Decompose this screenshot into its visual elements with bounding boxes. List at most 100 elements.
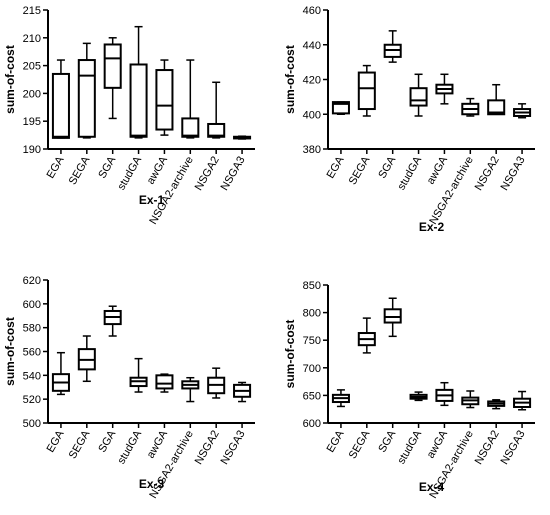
y-tick-label: 215 (23, 5, 41, 17)
box-NSGA2-archive (461, 97, 480, 117)
category-label: SEGA (67, 428, 93, 461)
box-awGA (155, 59, 174, 136)
category-label: SGA (376, 154, 398, 181)
y-tick-label: 750 (303, 335, 321, 347)
iqr-box (383, 308, 402, 324)
y-tick-label: 600 (23, 299, 41, 311)
box-awGA (435, 381, 454, 407)
iqr-box (207, 122, 226, 138)
category-label: studGA (115, 428, 144, 466)
category-label: SGA (96, 154, 118, 181)
category-label: SEGA (347, 428, 373, 461)
y-tick-label: 800 (303, 308, 321, 320)
y-tick-label: 650 (303, 390, 321, 402)
category-label: EGA (45, 154, 67, 181)
y-axis-title: sum-of-cost (3, 45, 17, 114)
box-NSGA2-archive (181, 376, 200, 403)
iqr-box (409, 87, 428, 107)
y-tick-label: 440 (303, 40, 321, 52)
box-NSGA3 (513, 103, 532, 119)
y-tick-label: 400 (303, 109, 321, 121)
y-tick-label: 200 (23, 88, 41, 100)
box-SGA (383, 30, 402, 63)
y-tick-label: 560 (23, 347, 41, 359)
y-axis-title: sum-of-cost (3, 317, 17, 386)
y-axis-title: sum-of-cost (283, 45, 297, 114)
category-label: awGA (145, 428, 171, 461)
box-SGA (383, 297, 402, 338)
y-tick-label: 620 (23, 275, 41, 287)
y-tick-label: 580 (23, 323, 41, 335)
category-label: awGA (425, 428, 451, 461)
box-awGA (155, 373, 174, 393)
y-tick-label: 700 (303, 363, 321, 375)
y-tick-label: 380 (303, 144, 321, 156)
iqr-box (77, 59, 96, 138)
y-tick-label: 205 (23, 61, 41, 73)
iqr-box (51, 72, 70, 139)
box-EGA (51, 59, 70, 139)
box-NSGA2-archive (461, 390, 480, 409)
iqr-box (181, 117, 200, 138)
iqr-box (357, 71, 376, 111)
box-SEGA (357, 64, 376, 117)
box-SEGA (357, 317, 376, 354)
box-EGA (51, 351, 70, 396)
panel-title: Ex-3 (139, 477, 165, 491)
y-tick-label: 600 (303, 418, 321, 430)
panel-1: 190 195 200 205 210 215 sum-of-cost EGA SEGA SGAs… (3, 5, 255, 227)
category-label: studGA (115, 154, 144, 192)
y-tick-label: 850 (303, 280, 321, 292)
category-label: awGA (425, 154, 451, 187)
category-label: NSGA3 (499, 155, 528, 193)
iqr-box (487, 99, 506, 116)
panel-title: Ex-1 (139, 193, 165, 207)
category-label: EGA (325, 154, 347, 181)
y-tick-label: 210 (23, 33, 41, 45)
panel-2: 380 400 420 440 460 sum-of-cost EGA SEGA SGAstud… (283, 5, 535, 234)
panel-title: Ex-2 (419, 220, 445, 234)
category-label: SEGA (67, 154, 93, 187)
box-studGA (129, 25, 148, 139)
category-label: SEGA (347, 154, 373, 187)
box-EGA (331, 389, 350, 408)
y-tick-label: 460 (303, 5, 321, 17)
category-label: EGA (45, 428, 67, 455)
iqr-box (155, 69, 174, 131)
iqr-box (331, 101, 350, 115)
box-SEGA (77, 42, 96, 139)
box-NSGA3 (513, 390, 532, 411)
panel-4: 600 650 700 750 800 850 sum-of-cost EGA SEGA SGAs… (283, 280, 535, 501)
box-studGA (409, 73, 428, 117)
y-tick-label: 500 (23, 418, 41, 430)
iqr-box (103, 43, 122, 89)
iqr-box (129, 63, 148, 138)
panel-title: Ex-4 (419, 480, 445, 494)
y-axis-title: sum-of-cost (283, 320, 297, 389)
y-tick-label: 190 (23, 144, 41, 156)
box-SGA (103, 37, 122, 120)
category-label: studGA (395, 154, 424, 192)
y-tick-label: 420 (303, 75, 321, 87)
box-NSGA2 (487, 83, 506, 116)
box-NSGA2 (207, 367, 226, 399)
box-awGA (435, 73, 454, 105)
box-SEGA (77, 335, 96, 383)
y-tick-label: 520 (23, 394, 41, 406)
box-NSGA2 (487, 399, 506, 410)
box-EGA (331, 101, 350, 115)
y-tick-label: 540 (23, 370, 41, 382)
box-NSGA2-archive (181, 59, 200, 139)
box-SGA (103, 305, 122, 337)
category-label: EGA (325, 428, 347, 455)
panel-3: 500 520 540 560 580 600 620 sum-of-cost EGA SEGA S… (3, 275, 255, 501)
box-studGA (409, 391, 428, 402)
box-NSGA2 (207, 81, 226, 139)
box-NSGA3 (233, 381, 252, 403)
category-label: awGA (145, 154, 171, 187)
y-tick-label: 195 (23, 116, 41, 128)
box-NSGA3 (233, 135, 252, 140)
category-label: NSGA3 (219, 429, 248, 467)
